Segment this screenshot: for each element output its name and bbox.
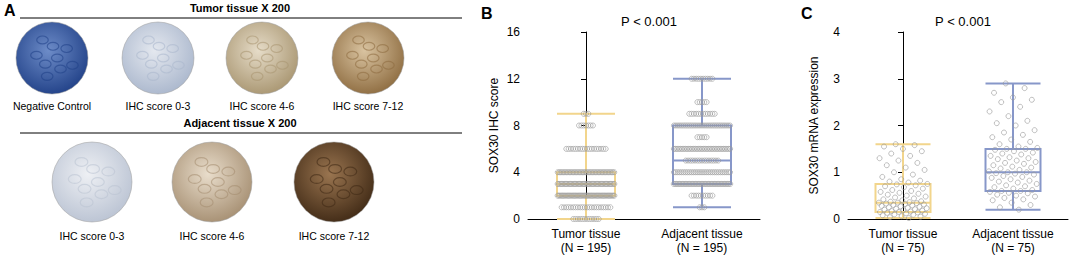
svg-text:Tumor tissue X 200: Tumor tissue X 200 <box>190 2 290 14</box>
svg-text:(N = 75): (N = 75) <box>881 241 925 255</box>
svg-text:Adjacent tissue: Adjacent tissue <box>661 227 743 241</box>
svg-text:0: 0 <box>513 212 520 226</box>
svg-text:Tumor tissue: Tumor tissue <box>869 227 938 241</box>
svg-text:P < 0.001: P < 0.001 <box>935 14 991 29</box>
svg-text:IHC score 7-12: IHC score 7-12 <box>333 100 404 112</box>
svg-text:SOX30 mRNA expression: SOX30 mRNA expression <box>807 56 821 194</box>
svg-text:(N = 195): (N = 195) <box>677 241 727 255</box>
svg-text:3: 3 <box>833 72 840 86</box>
svg-text:IHC score 7-12: IHC score 7-12 <box>299 230 370 242</box>
svg-text:(N = 75): (N = 75) <box>991 241 1035 255</box>
svg-text:1: 1 <box>833 165 840 179</box>
svg-text:IHC score 0-3: IHC score 0-3 <box>60 230 125 242</box>
svg-text:P < 0.001: P < 0.001 <box>621 14 677 29</box>
svg-text:8: 8 <box>513 119 520 133</box>
svg-text:SOX30 IHC score: SOX30 IHC score <box>487 77 501 173</box>
svg-text:4: 4 <box>513 165 520 179</box>
svg-text:IHC score 0-3: IHC score 0-3 <box>126 100 191 112</box>
svg-text:2: 2 <box>833 119 840 133</box>
svg-text:Adjacent tissue: Adjacent tissue <box>972 227 1054 241</box>
svg-text:IHC score 4-6: IHC score 4-6 <box>180 230 245 242</box>
svg-text:Adjacent tissue X 200: Adjacent tissue X 200 <box>183 117 296 129</box>
svg-text:A: A <box>4 2 16 19</box>
svg-text:Negative Control: Negative Control <box>13 100 91 112</box>
svg-text:12: 12 <box>507 72 521 86</box>
svg-text:0: 0 <box>833 212 840 226</box>
svg-text:Tumor tissue: Tumor tissue <box>552 227 621 241</box>
svg-text:16: 16 <box>507 25 521 39</box>
svg-text:B: B <box>481 5 493 22</box>
svg-text:C: C <box>801 5 813 22</box>
svg-text:4: 4 <box>833 25 840 39</box>
svg-text:IHC score 4-6: IHC score 4-6 <box>230 100 295 112</box>
svg-text:(N = 195): (N = 195) <box>561 241 611 255</box>
